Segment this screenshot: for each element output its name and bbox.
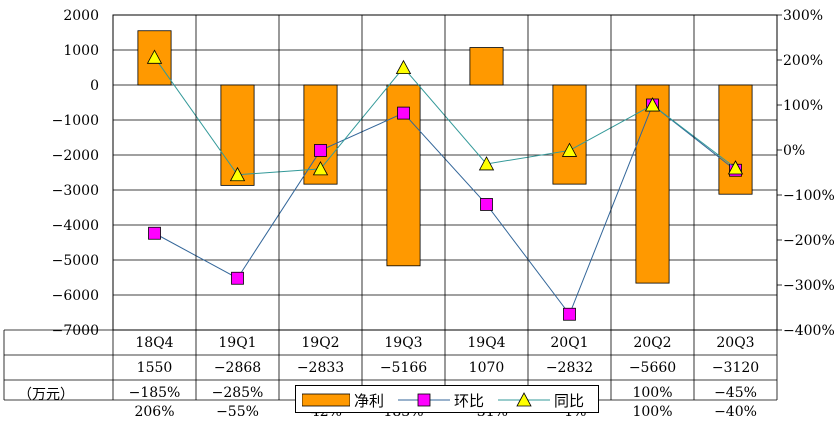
bars (137, 30, 753, 284)
data-value-1: −285% (212, 385, 264, 401)
left-axis-tick-label: −7000 (52, 323, 99, 339)
category-label: 20Q2 (633, 335, 671, 351)
legend-triangle-marker-icon (498, 392, 550, 407)
triangle-marker-20Q3 (727, 160, 744, 175)
category-label: 18Q4 (135, 335, 173, 351)
category-label: 19Q3 (384, 335, 422, 351)
legend-label-qoq: 环比 (454, 391, 485, 410)
left-axis-tick-label: −3000 (52, 183, 99, 199)
legend-square-marker-icon (398, 393, 450, 407)
square-marker-18Q4 (148, 226, 161, 240)
category-label: 20Q1 (550, 335, 588, 351)
triangle-marker-18Q4 (146, 49, 163, 64)
data-value-0: 1550 (137, 360, 173, 376)
triangle-marker-19Q1 (229, 166, 246, 182)
data-value-0: −2833 (297, 360, 344, 376)
category-label: 19Q1 (218, 335, 256, 351)
bar-20Q2 (635, 84, 670, 284)
category-label: 20Q3 (716, 335, 754, 351)
data-value-2: 206% (134, 404, 174, 420)
data-value-1: 100% (632, 385, 672, 401)
data-value-0: −2868 (214, 360, 261, 376)
square-marker-19Q3 (397, 106, 410, 120)
legend-label-yoy: 同比 (554, 391, 585, 410)
right-axis-tick-label: 300% (783, 8, 823, 24)
triangle-marker-20Q2 (644, 97, 661, 112)
legend-item-qoq: 环比 (398, 386, 484, 414)
left-axis-tick-label: −6000 (52, 288, 99, 304)
left-axis-tick-label: −5000 (52, 253, 99, 269)
legend-item-yoy: 同比 (498, 386, 584, 414)
triangle-marker-19Q4 (478, 156, 495, 171)
data-value-0: −2832 (546, 360, 593, 376)
bar-20Q3 (718, 84, 753, 195)
data-value-1: −45% (714, 385, 757, 401)
category-label: 19Q2 (301, 335, 339, 351)
data-value-0: 1070 (469, 360, 505, 376)
data-value-0: −5660 (629, 360, 676, 376)
right-axis-tick-label: 100% (783, 98, 823, 114)
data-value-0: −5166 (380, 360, 427, 376)
left-axis-tick-label: 2000 (63, 8, 99, 24)
triangle-marker-19Q2 (312, 161, 329, 176)
triangle-marker-19Q3 (395, 59, 412, 75)
square-marker-20Q1 (563, 307, 576, 321)
right-axis-tick-label: 0% (783, 143, 805, 159)
right-axis-tick-label: −100% (783, 188, 835, 204)
left-axis-tick-label: −4000 (52, 218, 99, 234)
right-axis-tick-label: −400% (783, 323, 835, 339)
data-value-2: −55% (216, 404, 259, 420)
left-axis-tick-label: 0 (90, 78, 99, 94)
unit-label: （万元） (18, 387, 74, 403)
left-axis-tick-label: −1000 (52, 113, 99, 129)
square-marker-19Q1 (231, 271, 244, 285)
square-marker-19Q4 (480, 198, 493, 211)
legend-bar-swatch-icon (302, 393, 350, 407)
left-axis-tick-label: −2000 (52, 148, 99, 164)
legend-item-net-profit: 净利 (302, 386, 384, 414)
right-axis-tick-label: −200% (783, 233, 835, 249)
category-label: 19Q4 (467, 335, 505, 351)
triangle-marker-20Q1 (561, 142, 578, 157)
data-table: 18Q4 19Q1 19Q2 19Q3 19Q4 20Q1 20Q2 20Q3 1550 −286… (3, 15, 778, 420)
legend: 净利 环比 同比 (295, 385, 599, 413)
data-value-2: −40% (714, 404, 757, 420)
bar-19Q4 (469, 47, 504, 86)
data-value-0: −3120 (712, 360, 759, 376)
data-value-2: 100% (632, 404, 672, 420)
square-marker-19Q2 (314, 144, 327, 157)
bar-20Q1 (552, 84, 587, 185)
legend-label-net-profit: 净利 (354, 391, 385, 410)
right-axis-tick-label: 200% (783, 53, 823, 69)
data-value-1: −185% (129, 385, 181, 401)
right-axis-tick-label: −300% (783, 278, 835, 294)
left-axis-tick-label: 1000 (63, 43, 99, 59)
